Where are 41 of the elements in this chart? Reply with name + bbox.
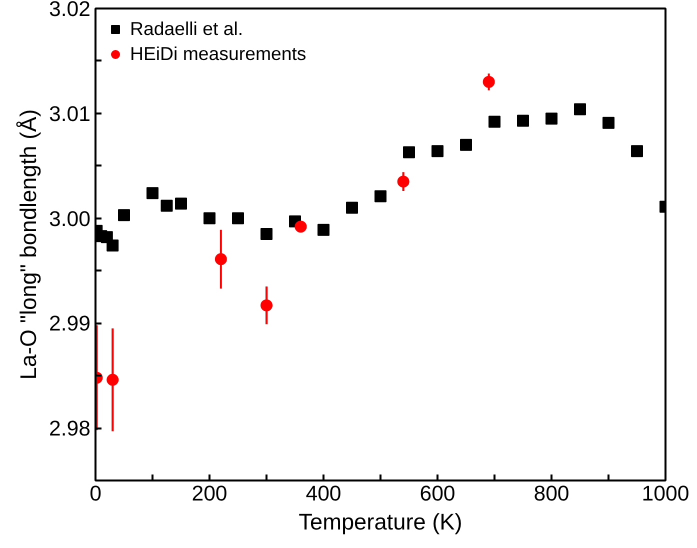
point [146, 187, 158, 200]
point [482, 76, 495, 88]
point [260, 299, 272, 312]
point [517, 114, 529, 127]
point [403, 146, 415, 158]
point [397, 176, 410, 188]
x-tick-label: 1000 [642, 482, 690, 506]
point [106, 374, 119, 386]
point [214, 253, 227, 266]
point [546, 112, 558, 125]
point [631, 145, 643, 158]
point [460, 138, 472, 151]
point [432, 145, 444, 158]
y-tick-label: 3.01 [48, 102, 91, 126]
x-tick-label: 400 [306, 482, 342, 506]
point [118, 209, 130, 222]
y-tick-label: 2.99 [48, 312, 91, 336]
x-tick-label: 800 [534, 482, 570, 506]
point [602, 116, 614, 129]
point [260, 228, 272, 240]
point [175, 198, 187, 210]
y-axis-title: La-O "long" bondlength (Å) [14, 109, 41, 380]
x-tick-label: 200 [192, 482, 228, 506]
y-tick-label: 3.00 [48, 206, 91, 231]
point [374, 190, 386, 202]
point [346, 202, 358, 214]
point [488, 116, 500, 128]
point [204, 212, 216, 224]
point [294, 220, 307, 233]
legend-label: Radaelli et al. [130, 18, 244, 40]
point [574, 103, 586, 116]
legend-label: HEiDi measurements [130, 43, 306, 65]
y-tick-label: 3.02 [48, 0, 91, 21]
point [106, 240, 119, 252]
y-tick-label: 2.98 [48, 416, 91, 441]
x-axis-title: Temperature (K) [298, 508, 462, 534]
x-tick-label: 0 [90, 482, 102, 506]
point [318, 224, 330, 236]
point [232, 212, 244, 224]
x-tick-label: 600 [420, 482, 456, 506]
point [160, 200, 173, 212]
